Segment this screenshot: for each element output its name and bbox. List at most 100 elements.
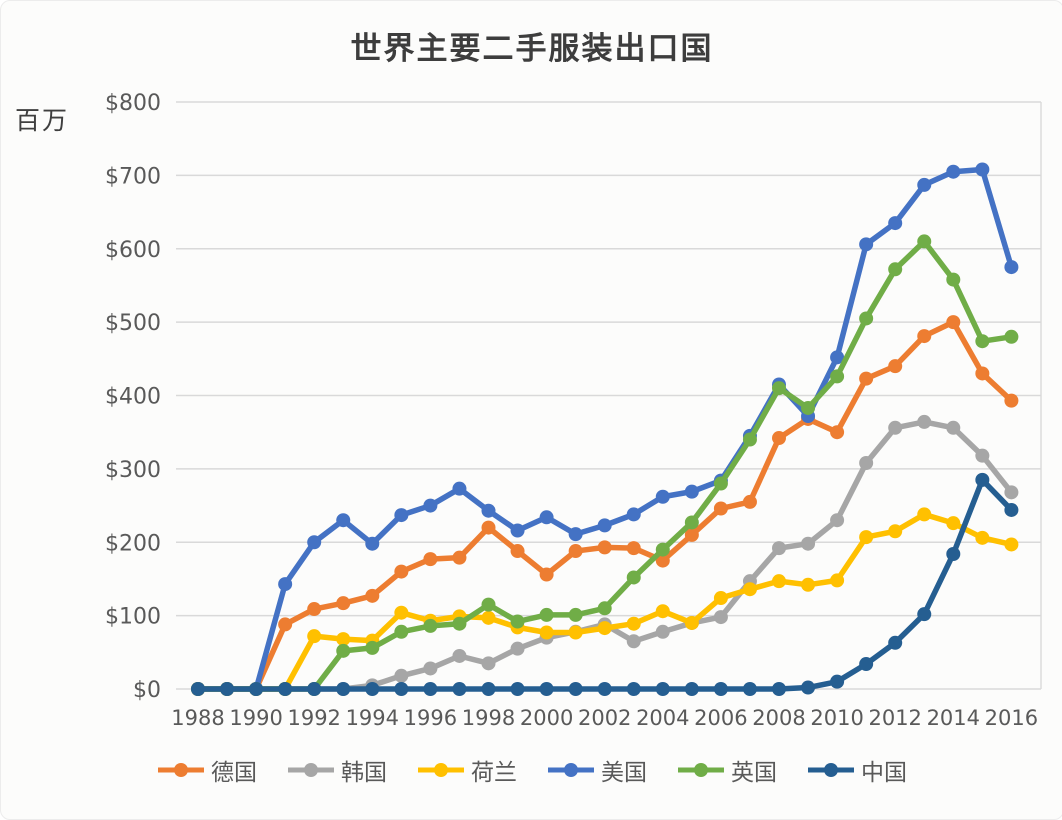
data-point-marker (394, 668, 409, 683)
data-point-marker (742, 582, 757, 597)
data-point-marker (539, 625, 554, 640)
x-tick-label: 2008 (752, 706, 805, 730)
data-point-marker (539, 607, 554, 622)
data-point-marker (626, 507, 641, 522)
data-point-marker (481, 610, 496, 625)
data-point-marker (655, 553, 670, 568)
y-tick-label: $200 (105, 531, 161, 556)
data-point-marker (713, 610, 728, 625)
data-point-marker (946, 272, 961, 287)
data-point-marker (888, 359, 903, 374)
data-point-marker (742, 682, 757, 696)
data-point-marker (510, 614, 525, 629)
data-point-marker (684, 515, 699, 530)
series-line (195, 477, 1015, 692)
data-point-marker (888, 635, 903, 650)
legend-marker-icon (418, 763, 464, 777)
data-point-marker (510, 641, 525, 656)
data-point-marker (539, 510, 554, 525)
data-point-marker (888, 262, 903, 277)
legend-marker-icon (158, 763, 204, 777)
data-point-marker (452, 481, 467, 496)
data-point-marker (568, 527, 583, 542)
data-point-marker (1004, 502, 1019, 517)
x-tick-label: 2000 (520, 706, 573, 730)
data-point-marker (917, 607, 932, 622)
y-tick-label: $700 (105, 164, 161, 189)
data-point-marker (278, 682, 293, 696)
data-point-marker (307, 602, 322, 617)
data-point-marker (975, 162, 990, 177)
y-tick-label: $800 (105, 91, 161, 116)
x-tick-label: 2010 (810, 706, 863, 730)
y-tick-label: $600 (105, 238, 161, 263)
data-point-marker (830, 573, 845, 588)
data-point-marker (772, 541, 786, 556)
data-point-marker (539, 682, 554, 696)
data-point-marker (830, 674, 845, 689)
data-point-marker (946, 164, 961, 179)
data-point-marker (975, 530, 990, 545)
x-tick-label: 2002 (578, 706, 631, 730)
data-point-marker (481, 520, 496, 535)
data-point-marker (249, 682, 264, 696)
data-point-marker (1004, 485, 1019, 500)
data-point-marker (975, 472, 990, 487)
x-tick-label: 1996 (404, 706, 457, 730)
legend-item: 美国 (547, 753, 647, 787)
x-tick-label: 2006 (694, 706, 747, 730)
data-point-marker (394, 605, 409, 620)
legend-label: 德国 (211, 760, 257, 786)
data-point-marker (1004, 329, 1019, 344)
data-point-marker (336, 643, 351, 658)
data-point-marker (597, 682, 612, 696)
data-point-marker (626, 616, 641, 631)
data-point-marker (510, 682, 525, 696)
data-point-marker (394, 624, 409, 639)
data-point-marker (423, 552, 438, 567)
data-point-marker (772, 431, 786, 446)
data-point-marker (220, 682, 235, 696)
data-point-marker (481, 656, 496, 671)
data-point-marker (597, 518, 612, 533)
data-point-marker (481, 597, 496, 612)
data-point-marker (568, 682, 583, 696)
data-point-marker (481, 503, 496, 518)
legend-label: 中国 (861, 760, 907, 786)
legend-label: 韩国 (341, 760, 387, 786)
data-point-marker (568, 607, 583, 622)
legend-item: 德国 (157, 753, 257, 787)
legend-marker-icon (808, 763, 854, 777)
data-point-marker (278, 577, 293, 592)
data-point-marker (917, 177, 932, 192)
data-point-marker (946, 315, 961, 330)
data-point-marker (975, 448, 990, 463)
data-point-marker (684, 682, 699, 696)
data-point-marker (539, 567, 554, 582)
data-point-marker (830, 513, 845, 528)
data-point-marker (713, 591, 728, 606)
data-point-marker (365, 588, 380, 603)
data-point-marker (336, 596, 351, 611)
data-point-marker (772, 682, 786, 696)
data-point-marker (830, 425, 845, 440)
data-point-marker (1004, 393, 1019, 408)
data-point-marker (394, 682, 409, 696)
data-point-marker (801, 577, 816, 592)
data-point-marker (859, 311, 874, 326)
data-point-marker (684, 484, 699, 499)
data-point-marker (568, 544, 583, 559)
x-tick-label: 2004 (636, 706, 689, 730)
data-point-marker (684, 615, 699, 630)
x-tick-label: 2012 (868, 706, 921, 730)
data-point-marker (1004, 260, 1019, 275)
x-tick-label: 2016 (985, 706, 1038, 730)
data-point-marker (423, 661, 438, 676)
data-point-marker (626, 570, 641, 585)
data-point-marker (859, 530, 874, 545)
data-point-marker (626, 682, 641, 696)
data-point-marker (423, 682, 438, 696)
data-point-marker (597, 621, 612, 636)
data-point-marker (975, 366, 990, 381)
data-point-marker (452, 682, 467, 696)
